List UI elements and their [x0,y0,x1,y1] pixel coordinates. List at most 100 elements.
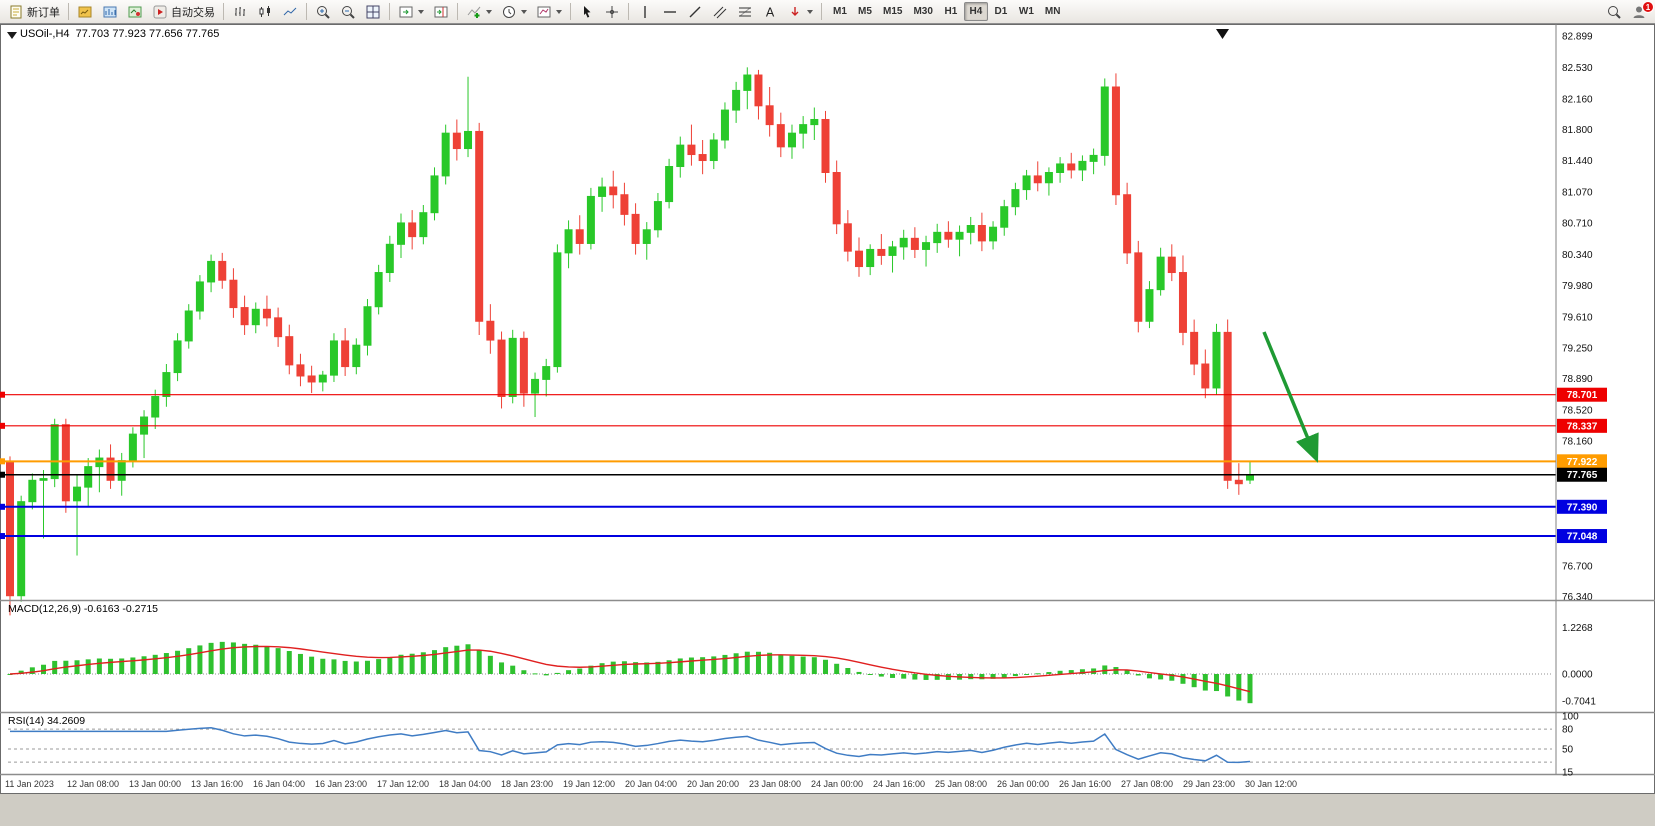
autotrading-icon [153,5,167,18]
trendline-button[interactable] [683,2,707,22]
auto-scroll-button[interactable] [394,2,428,22]
line-left-marker [0,391,5,398]
fibonacci-button[interactable] [733,2,757,22]
templates-button[interactable] [532,2,566,22]
charts-window-icon [103,6,117,17]
indicators-button[interactable] [462,2,496,22]
price-tick-label: 78.890 [1562,374,1593,385]
price-tick-label: 78.160 [1562,436,1593,447]
toolbar-separator [306,3,307,20]
new-order-button[interactable]: 新订单 [4,2,64,22]
candlestick-icon [259,5,270,17]
autotrading-label: 自动交易 [171,6,215,19]
text-tool-button[interactable]: A [758,2,782,22]
toolbar-separator [68,3,69,20]
price-tick-label: 79.610 [1562,312,1593,323]
line-left-marker [0,458,5,465]
price-tick-label: 76.700 [1562,561,1593,572]
channel-button[interactable] [708,2,732,22]
price-tag-label: 78.701 [1567,390,1598,401]
timeframe-h1[interactable]: H1 [939,2,963,21]
price-tag-label: 77.765 [1567,470,1598,481]
dropdown-caret [556,9,562,14]
rsi-axis-label: 100 [1562,712,1579,723]
time-axis-label: 29 Jan 23:00 [1183,779,1235,789]
price-tag[interactable] [1557,467,1607,482]
time-axis-label: 24 Jan 16:00 [873,779,925,789]
zoom-in-button[interactable] [311,2,335,22]
arrows-tool-icon [791,6,799,16]
rsi-axis-label: 50 [1562,744,1574,755]
notification-badge: 1 [1642,0,1654,13]
time-axis-label: 12 Jan 08:00 [67,779,119,789]
toolbar-separator [389,3,390,20]
time-axis-label: 25 Jan 08:00 [935,779,987,789]
toolbar-separator [457,3,458,20]
price-tag-label: 77.922 [1567,457,1598,468]
clock-icon [503,5,515,18]
price-tag[interactable] [1557,418,1607,433]
indicators-plus-icon [467,6,481,18]
time-axis: 11 Jan 2023 12 Jan 08:00 13 Jan 00:00 13 Ja… [5,779,1297,789]
time-axis-label: 20 Jan 04:00 [625,779,677,789]
vertical-line-button[interactable] [633,2,657,22]
search-icon [1608,5,1621,19]
new-order-icon [10,5,22,18]
price-tick-label: 81.070 [1562,188,1593,199]
chart-bars-button[interactable] [228,2,252,22]
terminal-button[interactable] [123,2,147,22]
time-axis-label: 13 Jan 00:00 [129,779,181,789]
price-tick-label: 81.440 [1562,156,1593,167]
price-tick-label: 81.800 [1562,125,1593,136]
time-axis-label: 30 Jan 12:00 [1245,779,1297,789]
timeframe-h4[interactable]: H4 [963,2,988,21]
market-watch-button[interactable] [73,2,97,22]
timeframe-m5[interactable]: M5 [853,2,877,21]
autotrading-button[interactable]: 自动交易 [148,2,219,22]
price-tag[interactable] [1557,454,1607,469]
search-button[interactable] [1602,2,1626,22]
timeframe-m30[interactable]: M30 [908,2,937,21]
chart-shift-button[interactable] [429,2,453,22]
horizontal-lines: 78.701 78.337 77.922 77.765 77.390 77.048 [0,387,1607,544]
horizontal-line-button[interactable] [658,2,682,22]
notifications-button[interactable]: 1 [1627,0,1654,22]
price-tag[interactable] [1557,529,1607,544]
timeframe-w1[interactable]: W1 [1014,2,1039,21]
time-axis-label: 16 Jan 23:00 [315,779,367,789]
cursor-button[interactable] [575,2,599,22]
timeframe-mn[interactable]: MN [1040,2,1066,21]
chart-line-button[interactable] [278,2,302,22]
down-triangle-marker[interactable] [1216,29,1229,39]
zoom-out-button[interactable] [336,2,360,22]
rsi-panel [8,726,1552,764]
chart-canvas[interactable]: 78.70178.33777.92277.76577.39077.04882.8… [0,24,1655,794]
chart-candles-button[interactable] [253,2,277,22]
dropdown-caret [418,9,424,14]
tile-windows-button[interactable] [361,2,385,22]
rsi-axis-label: 80 [1562,725,1574,736]
fibonacci-icon [739,7,751,16]
timeframe-m15[interactable]: M15 [878,2,907,21]
time-axis-label: 17 Jan 12:00 [377,779,429,789]
price-tick-label: 82.160 [1562,94,1593,105]
crosshair-button[interactable] [600,2,624,22]
trend-arrow-annotation[interactable] [1262,331,1319,463]
price-tick-label: 79.250 [1562,343,1593,354]
charts-window-button[interactable] [98,2,122,22]
line-left-marker [0,533,5,540]
timeframe-m1[interactable]: M1 [828,2,852,21]
one-click-trading-toggle[interactable] [7,32,17,39]
line-chart-icon [283,7,297,15]
templates-icon [537,6,551,17]
time-axis-label: 26 Jan 00:00 [997,779,1049,789]
price-tag[interactable] [1557,387,1607,402]
arrows-tool-button[interactable] [783,2,817,22]
chart-window: 78.701 78.337 77.922 77.765 77.390 77.048 82.8… [0,24,1655,794]
periods-button[interactable] [497,2,531,22]
price-tag[interactable] [1557,499,1607,514]
toolbar-separator [223,3,224,20]
timeframe-d1[interactable]: D1 [989,2,1013,21]
rsi-axis-label: 15 [1562,768,1574,779]
price-tick-label: 82.899 [1562,31,1593,42]
